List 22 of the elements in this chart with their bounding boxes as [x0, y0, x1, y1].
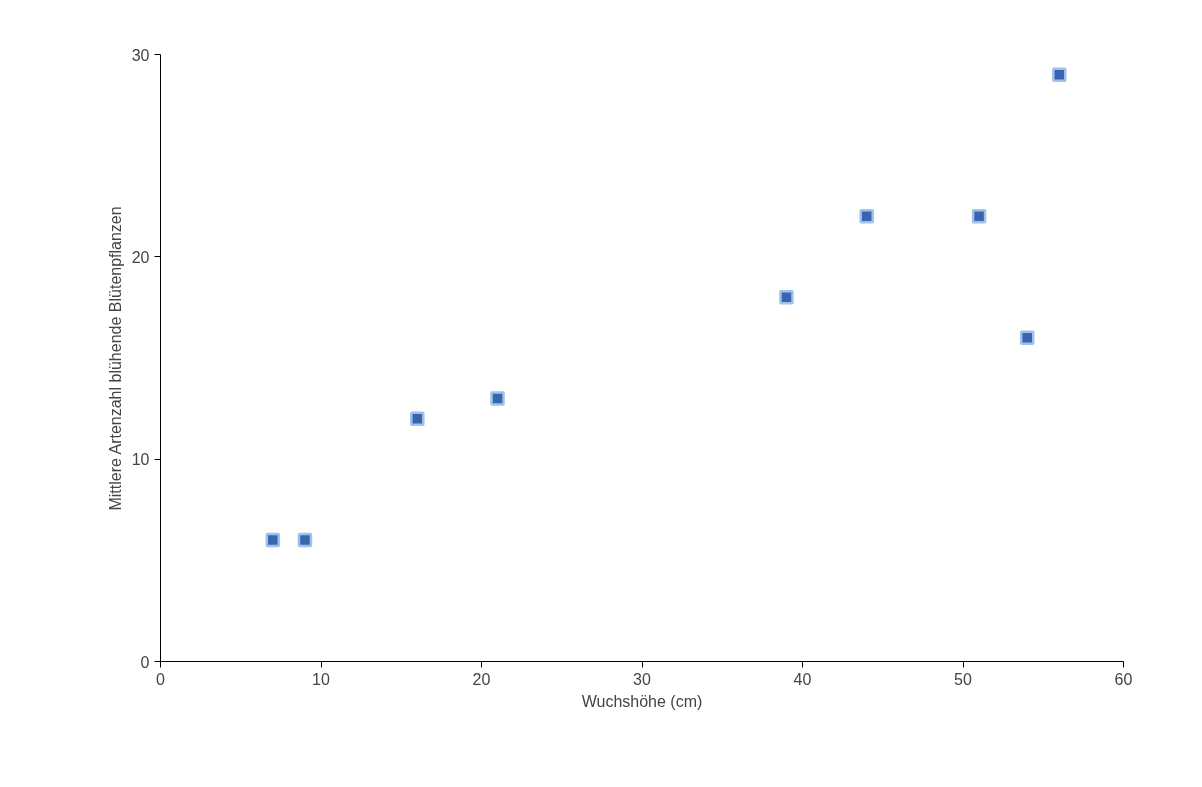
x-tick-label: 0	[156, 670, 166, 688]
y-tick-label: 0	[140, 653, 150, 671]
point	[859, 209, 874, 224]
x-tick-label: 30	[633, 670, 651, 688]
x-tick-label: 60	[1114, 670, 1133, 688]
y-tick-label: 30	[131, 46, 150, 64]
point	[265, 532, 281, 548]
x-tick-label: 50	[954, 670, 972, 688]
point	[971, 209, 987, 224]
point	[1019, 330, 1035, 346]
point	[297, 532, 313, 548]
x-axis-title: Wuchshöhe (cm)	[581, 692, 703, 710]
x-tick-label: 10	[312, 670, 330, 688]
x-tick-label: 40	[793, 670, 812, 688]
point	[490, 391, 505, 406]
y-tick-label: 20	[131, 248, 150, 266]
y-axis-title: Mittlere Artenzahl blühende Blütenpflanzen	[106, 206, 124, 511]
point	[1052, 67, 1067, 82]
point	[410, 411, 425, 426]
y-tick-label: 10	[131, 451, 150, 469]
point	[779, 290, 794, 305]
x-tick-label: 20	[472, 670, 491, 688]
